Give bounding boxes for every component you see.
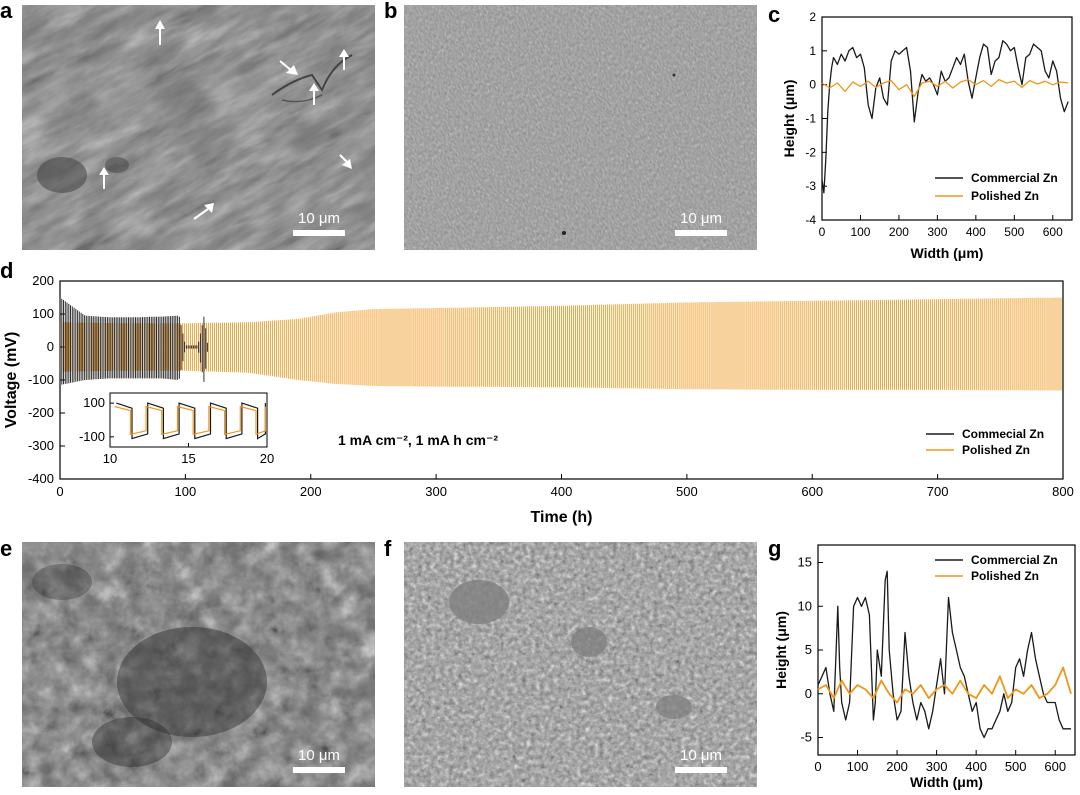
inset-x-tick-label: 20 <box>260 451 274 466</box>
inset-x-tick-label: 15 <box>181 451 195 466</box>
y-tick-label-d: -100 <box>28 372 54 387</box>
legend-label-polished: Polished Zn <box>971 189 1039 203</box>
plot-frame-d <box>59 280 1064 480</box>
y-tick-label-d: 0 <box>47 339 54 354</box>
x-tick-label-g: 100 <box>847 759 869 774</box>
scale-bar-a: 10 μm <box>293 210 345 236</box>
y-axis-label-g: Height (μm) <box>773 611 789 689</box>
inset-x-tick-label: 10 <box>103 451 117 466</box>
panel-letter-b: b <box>384 0 398 23</box>
legend-label-polished: Polished Zn <box>962 443 1030 457</box>
legend-label-commercial: Commercial Zn <box>971 553 1058 567</box>
legend-label-polished: Polished Zn <box>971 569 1039 583</box>
x-tick-label-d: 700 <box>927 484 949 499</box>
legend-label-commercial: Commecial Zn <box>962 427 1044 441</box>
x-tick-label-d: 400 <box>551 484 573 499</box>
inset-y-tick-label: -100 <box>79 429 105 444</box>
y-tick-label-d: -400 <box>28 471 54 486</box>
x-tick-label-d: 0 <box>56 484 63 499</box>
x-tick-label-g: 600 <box>1044 759 1066 774</box>
y-tick-label-g: 5 <box>805 642 812 657</box>
y-tick-label-c: -1 <box>805 112 816 126</box>
y-tick-label-c: -3 <box>805 179 816 193</box>
inset-curve-commercial <box>116 402 266 440</box>
scale-bar-label-b: 10 μm <box>680 210 722 227</box>
y-tick-label-c: 2 <box>809 10 816 24</box>
x-tick-label-g: 500 <box>1005 759 1027 774</box>
x-tick-label-c: 200 <box>889 225 909 239</box>
x-tick-label-c: 500 <box>1004 225 1024 239</box>
x-axis-label-g: Width (μm) <box>910 774 983 790</box>
y-tick-label-d: 200 <box>32 273 54 288</box>
plot-frame-g <box>817 544 1076 756</box>
scale-bar-label-f: 10 μm <box>680 747 722 764</box>
y-tick-label-d: -200 <box>28 405 54 420</box>
y-tick-label-d: -300 <box>28 438 54 453</box>
x-tick-label-c: 600 <box>1043 225 1063 239</box>
y-tick-label-g: -5 <box>800 730 812 745</box>
y-tick-label-c: 1 <box>809 44 816 58</box>
x-tick-label-g: 0 <box>814 759 821 774</box>
scale-bar-label-a: 10 μm <box>298 210 340 227</box>
sem-texture-f <box>404 542 757 787</box>
panel-letter-g: g <box>768 536 782 561</box>
y-tick-label-c: -4 <box>805 213 816 227</box>
sem-texture-b <box>404 5 757 250</box>
series-line-commercial <box>821 40 1069 194</box>
panel-letter-a: a <box>0 0 13 23</box>
x-tick-label-d: 500 <box>676 484 698 499</box>
chart-annotation-d: 1 mA cm⁻², 1 mA h cm⁻² <box>338 432 498 448</box>
x-axis-label-c: Width (μm) <box>911 245 984 261</box>
y-tick-label-g: 10 <box>798 598 812 613</box>
series-line-polished <box>817 666 1072 704</box>
plot-frame-c <box>821 16 1073 221</box>
arrow-annotations-a <box>99 20 352 220</box>
panel-letter-c: c <box>768 2 781 27</box>
y-tick-label-c: 0 <box>809 78 816 92</box>
panel-letter-e: e <box>0 536 13 561</box>
scale-bar-b: 10 μm <box>675 210 727 236</box>
sem-texture-e <box>22 542 375 787</box>
series-oscillation-polished <box>59 297 1062 391</box>
y-tick-label-g: 0 <box>805 686 812 701</box>
legend-label-commercial: Commercial Zn <box>971 171 1058 185</box>
sem-image-b: 10 μm <box>404 5 757 250</box>
x-tick-label-d: 100 <box>175 484 197 499</box>
y-axis-label-d: Voltage (mV) <box>3 332 20 429</box>
series-oscillation-commercial <box>59 297 208 385</box>
x-axis-label-d: Time (h) <box>531 509 593 526</box>
x-tick-label-g: 200 <box>886 759 908 774</box>
x-tick-label-d: 300 <box>425 484 447 499</box>
series-line-polished <box>821 78 1069 98</box>
sem-texture-a <box>22 5 375 250</box>
x-tick-label-d: 800 <box>1052 484 1074 499</box>
x-tick-label-c: 100 <box>850 225 870 239</box>
scale-bar-f: 10 μm <box>675 747 727 773</box>
inset-frame <box>109 392 268 448</box>
sem-image-f: 10 μm <box>404 542 757 787</box>
x-tick-label-c: 300 <box>927 225 947 239</box>
y-tick-label-g: 15 <box>798 555 812 570</box>
x-tick-label-d: 200 <box>300 484 322 499</box>
panel-letter-f: f <box>384 536 392 561</box>
sem-image-e: 10 μm <box>22 542 375 787</box>
x-tick-label-g: 300 <box>926 759 948 774</box>
sem-image-a: 10 μm <box>22 5 375 250</box>
y-tick-label-c: -2 <box>805 145 816 159</box>
x-tick-label-g: 400 <box>965 759 987 774</box>
scale-bar-e: 10 μm <box>293 747 345 773</box>
x-tick-label-d: 600 <box>801 484 823 499</box>
series-line-commercial <box>817 570 1071 739</box>
y-axis-label-c: Height (μm) <box>781 80 797 158</box>
x-tick-label-c: 0 <box>819 225 826 239</box>
y-tick-label-d: 100 <box>32 306 54 321</box>
inset-y-tick-label: 100 <box>83 395 105 410</box>
panel-letter-d: d <box>0 258 14 283</box>
x-tick-label-c: 400 <box>966 225 986 239</box>
inset-curve-polished <box>114 405 266 436</box>
scale-bar-label-e: 10 μm <box>298 747 340 764</box>
